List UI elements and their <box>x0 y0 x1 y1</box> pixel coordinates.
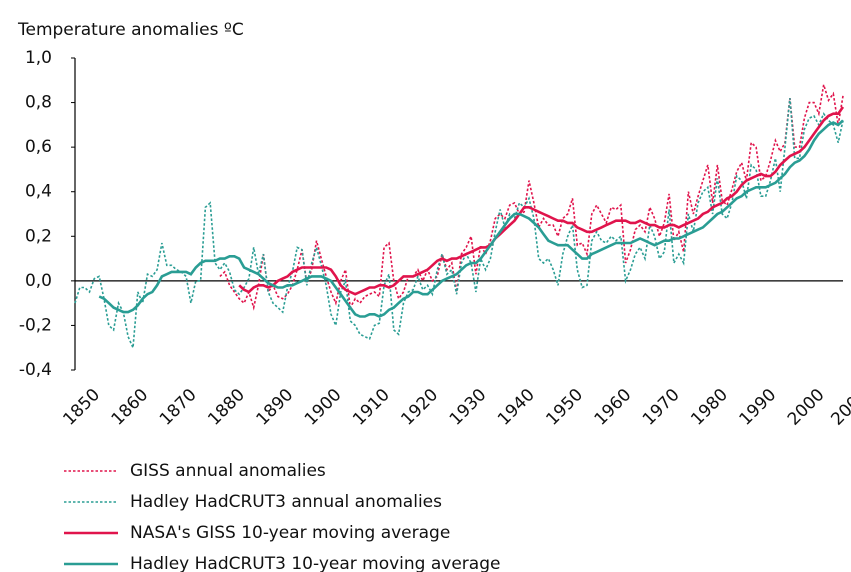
series-line <box>238 106 845 296</box>
legend-label: GISS annual anomalies <box>130 461 326 481</box>
x-tick-label: 1970 <box>639 385 684 430</box>
series-line <box>74 98 844 349</box>
y-tick-label: 0,0 <box>25 271 52 291</box>
x-tick-label: 1850 <box>59 385 104 430</box>
y-tick-label: 0,8 <box>25 93 52 113</box>
y-tick-label: 0,6 <box>25 137 52 157</box>
x-tick-label: 1880 <box>204 385 249 430</box>
x-tick-label: 1900 <box>301 385 346 430</box>
x-tick-label: 1980 <box>687 385 732 430</box>
series-line <box>98 119 844 318</box>
y-tick-label: 0,4 <box>25 182 52 202</box>
legend-label: Hadley HadCRUT3 10-year moving average <box>130 554 500 572</box>
y-tick-label: -0,4 <box>19 360 52 380</box>
legend-label: NASA's GISS 10-year moving average <box>130 523 450 543</box>
x-tick-label: 1860 <box>108 385 153 430</box>
series-line <box>219 84 844 311</box>
x-tick-label: 1940 <box>494 385 539 430</box>
y-tick-label: 0,2 <box>25 226 52 246</box>
x-tick-label: 1920 <box>397 385 442 430</box>
chart-title: Temperature anomalies ºC <box>17 20 244 40</box>
y-tick-label: 1,0 <box>25 48 52 68</box>
y-tick-label: -0,2 <box>19 315 52 335</box>
x-tick-label: 2000 <box>784 385 829 430</box>
x-tick-label: 1870 <box>156 385 201 430</box>
x-tick-label: 2009 <box>827 385 851 430</box>
x-tick-label: 1950 <box>542 385 587 430</box>
x-tick-label: 1930 <box>446 385 491 430</box>
x-tick-label: 1890 <box>253 385 298 430</box>
x-tick-label: 1910 <box>349 385 394 430</box>
x-tick-label: 1990 <box>736 385 781 430</box>
legend-label: Hadley HadCRUT3 annual anomalies <box>130 492 442 512</box>
x-tick-label: 1960 <box>591 385 636 430</box>
